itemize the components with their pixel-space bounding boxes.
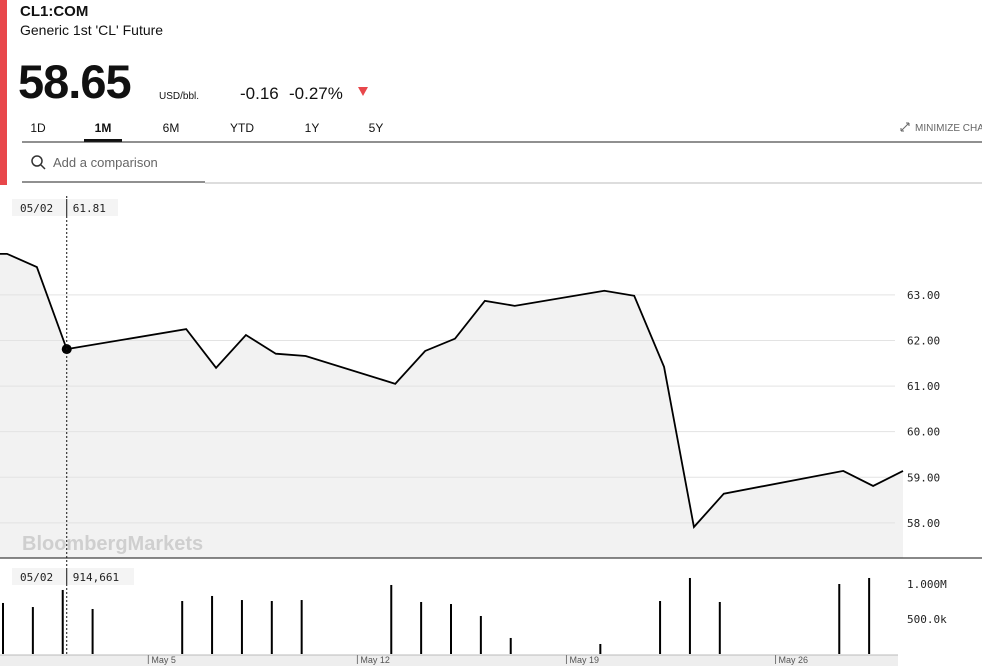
y-tick-label: 59.00 <box>907 471 940 484</box>
y-tick-label: 500.0k <box>907 613 947 626</box>
volume-bar <box>61 589 64 654</box>
volume-bar <box>240 600 243 654</box>
volume-bar <box>31 607 34 654</box>
price-unit: USD/bbl. <box>159 91 199 102</box>
crosshair-label-box <box>12 199 118 216</box>
price-area <box>0 253 903 559</box>
crosshair-date: 05/02 <box>20 571 53 584</box>
volume-bar <box>868 577 871 654</box>
price-change-pct: -0.27% <box>289 84 343 103</box>
range-tab[interactable]: 1D <box>30 121 46 135</box>
range-tab[interactable]: YTD <box>230 121 254 135</box>
active-tab-underline <box>84 139 122 142</box>
volume-bar <box>838 584 841 654</box>
plot-area: 58.00 59.00 60.00 61.00 62.00 63.00 BloombergM… <box>0 185 982 666</box>
minimize-icon[interactable] <box>900 122 910 132</box>
volume-bar <box>479 615 482 654</box>
price-line <box>0 252 904 529</box>
y-tick-label: 60.00 <box>907 426 940 439</box>
volume-bar <box>91 608 94 654</box>
crosshair-value: 61.81 <box>73 202 106 215</box>
volume-bar <box>181 601 184 654</box>
x-axis-strip <box>0 655 898 666</box>
price-change: -0.16 <box>240 84 279 103</box>
crosshair-value: 914,661 <box>73 571 119 584</box>
y-tick-label: 1.000M <box>907 578 947 591</box>
volume-bar <box>718 601 721 654</box>
volume-bar <box>390 584 393 654</box>
y-tick-label: 63.00 <box>907 289 940 302</box>
comparison-input[interactable]: Add a comparison <box>53 155 158 170</box>
volume-bar <box>509 637 512 654</box>
instrument-name: Generic 1st 'CL' Future <box>20 22 163 38</box>
x-tick-label: May 26 <box>779 655 809 665</box>
volume-bar <box>2 602 4 654</box>
last-price: 58.65 <box>18 55 131 108</box>
crosshair-date: 05/02 <box>20 202 53 215</box>
y-tick-label: 61.00 <box>907 380 940 393</box>
volume-bar <box>659 601 662 654</box>
volume-bar <box>450 604 452 654</box>
search-icon <box>31 155 43 167</box>
y-tick-label: 58.00 <box>907 517 940 530</box>
volume-bar <box>688 577 691 654</box>
range-tab[interactable]: 6M <box>163 121 180 135</box>
crosshair-label-box <box>12 568 134 585</box>
watermark: BloombergMarkets <box>22 533 203 555</box>
x-tick-label: May 5 <box>151 655 176 665</box>
range-tabs: 1D 1M 6M YTD 1Y 5Y <box>30 121 383 142</box>
x-tick-label: May 19 <box>569 655 599 665</box>
minimize-clip: MINIMIZE CHART <box>915 123 982 134</box>
volume-bar <box>599 643 602 654</box>
search-icon-handle <box>40 164 46 170</box>
symbol: CL1:COM <box>20 3 88 20</box>
x-tick-label: May 12 <box>360 655 390 665</box>
volume-bar <box>211 595 214 654</box>
volume-bar <box>300 600 303 654</box>
y-tick-label: 62.00 <box>907 334 940 347</box>
range-tab[interactable]: 5Y <box>369 121 384 135</box>
range-tab[interactable]: 1Y <box>305 121 320 135</box>
volume-bar <box>270 601 273 654</box>
volume-bar <box>420 601 423 654</box>
minimize-button[interactable]: MINIMIZE CHART <box>915 123 982 134</box>
down-arrow <box>358 87 368 96</box>
range-tab[interactable]: 1M <box>95 121 112 135</box>
